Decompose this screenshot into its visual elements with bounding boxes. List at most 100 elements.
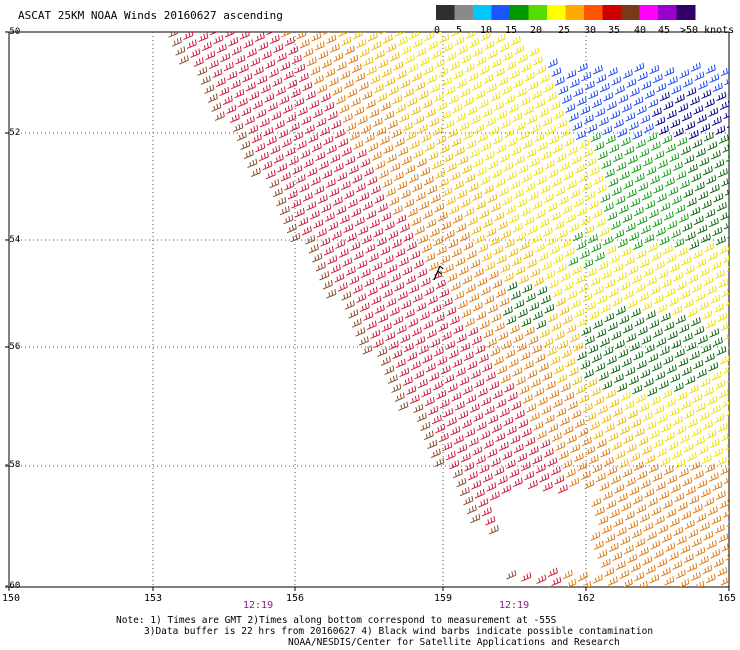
wind-barb [509, 69, 520, 80]
wind-barb [656, 193, 667, 203]
wind-barb [313, 75, 324, 85]
wind-barb [474, 234, 485, 244]
wind-barb [714, 269, 725, 280]
wind-barb [385, 187, 396, 197]
wind-barb [437, 101, 448, 112]
wind-barb [535, 99, 546, 109]
wind-barb [558, 450, 569, 460]
wind-barb [591, 98, 602, 109]
wind-barb [543, 448, 554, 458]
wind-barb [404, 54, 415, 64]
wind-barb [718, 389, 729, 399]
wind-barb [634, 571, 645, 582]
wind-barb [327, 111, 338, 121]
wind-barb [289, 122, 300, 132]
wind-barb [456, 79, 467, 89]
wind-barb [287, 79, 298, 90]
wind-barb [662, 499, 673, 510]
wind-barb [403, 232, 414, 242]
wind-barb [613, 263, 624, 273]
wind-barb [473, 412, 484, 422]
wind-barb [305, 90, 316, 101]
wind-barb [716, 202, 727, 212]
wind-barb [512, 367, 523, 377]
wind-barb [462, 130, 473, 141]
wind-barb [475, 90, 486, 100]
wind-barb [579, 139, 590, 149]
wind-barb [713, 558, 724, 568]
wind-barb [722, 509, 729, 518]
wind-barb [486, 227, 497, 238]
wind-barb [367, 176, 378, 186]
wind-barb [639, 580, 648, 587]
wind-barb [677, 136, 688, 147]
wind-barb [647, 132, 658, 142]
wind-barb [571, 265, 582, 276]
wind-barb [578, 427, 589, 438]
wind-barb [452, 358, 463, 368]
wind-barb [703, 276, 714, 286]
wind-barb [468, 72, 479, 82]
wind-barb [396, 214, 407, 224]
wind-barb [320, 93, 331, 103]
wind-barb [706, 285, 717, 295]
wind-barb [709, 438, 720, 449]
wind-barb [451, 392, 462, 402]
wind-barb [376, 126, 387, 137]
wind-barb [514, 299, 525, 310]
wind-barb [484, 405, 495, 416]
wind-barb [719, 244, 729, 255]
wind-barb [429, 117, 440, 127]
wind-barb [493, 356, 504, 366]
wind-barb [426, 329, 437, 339]
wind-barb [625, 112, 636, 122]
wind-barb [566, 324, 577, 334]
wind-barb [243, 149, 254, 160]
wind-barb [683, 443, 694, 453]
wind-barb [608, 542, 619, 553]
wind-barb [501, 484, 512, 494]
wind-barb [686, 197, 697, 208]
wind-barb [540, 295, 551, 305]
wind-barb [224, 32, 235, 38]
wind-barb [293, 21, 302, 30]
wind-barb [689, 96, 700, 106]
wind-barb [617, 238, 628, 248]
wind-barb [459, 486, 470, 497]
wind-barb [625, 477, 636, 487]
wind-barb [355, 327, 366, 337]
wind-barb [495, 33, 506, 44]
wind-barb [491, 313, 502, 323]
wind-barb [345, 156, 356, 166]
wind-barb [269, 178, 280, 189]
wind-barb [542, 371, 553, 382]
wind-barb [618, 94, 629, 104]
wind-barb [521, 317, 532, 328]
wind-barb [615, 306, 626, 316]
wind-barb [517, 452, 528, 463]
wind-barb [257, 75, 268, 85]
wind-barb [324, 102, 335, 112]
wind-barb [636, 360, 647, 370]
wind-barb [472, 302, 483, 312]
wind-barb [675, 204, 686, 214]
wind-barb [407, 97, 418, 107]
wind-barb [588, 200, 599, 210]
wind-barb [666, 364, 677, 374]
wind-barb [336, 61, 347, 71]
wind-barb [576, 96, 587, 107]
wind-barb [486, 338, 497, 348]
wind-barb [602, 490, 613, 501]
wind-barb [551, 177, 562, 188]
wind-barb [339, 214, 350, 225]
wind-barb [603, 92, 614, 102]
wind-barb [637, 71, 648, 82]
wind-barb [622, 69, 633, 79]
wind-barb [413, 259, 424, 269]
wind-barb [455, 367, 466, 377]
wind-barb [725, 554, 729, 561]
wind-barb [456, 223, 467, 233]
wind-barb [279, 205, 290, 216]
wind-barb [621, 103, 632, 113]
wind-barb [204, 84, 215, 94]
